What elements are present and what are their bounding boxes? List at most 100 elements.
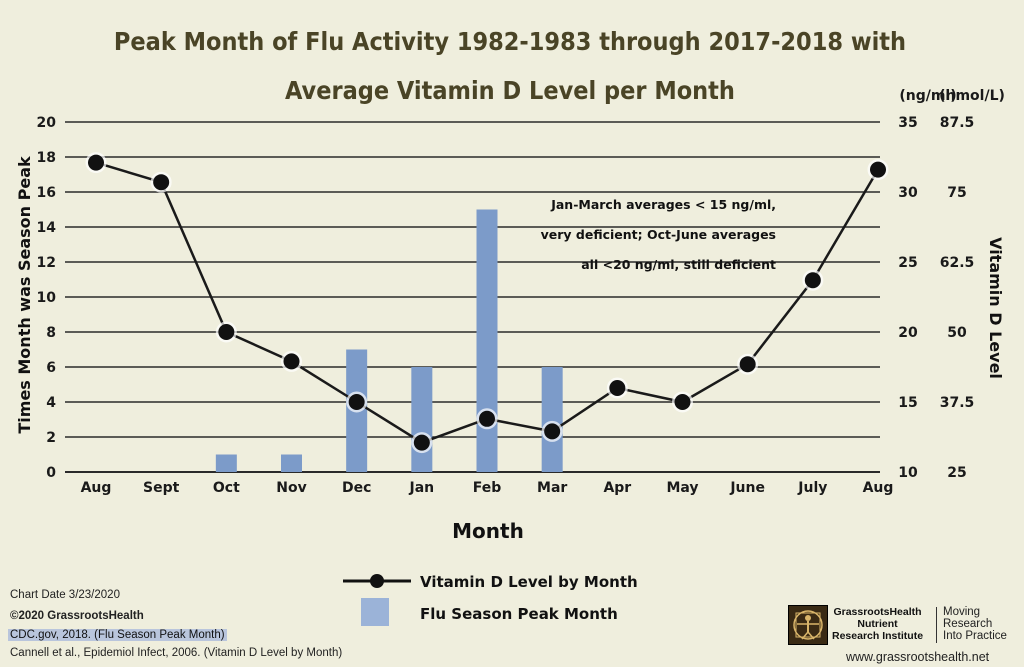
bar [215, 454, 237, 472]
source-cannell: Cannell et al., Epidemiol Infect, 2006. … [10, 647, 343, 659]
legend-label-vitamin-d: Vitamin D Level by Month [420, 573, 638, 591]
left-tick-label: 10 [37, 290, 57, 306]
annotation-line-2: very deficient; Oct-June averages [541, 227, 776, 242]
data-point [153, 174, 170, 191]
right-tick-nmol: 75 [947, 185, 966, 201]
x-tick-label: Sept [143, 480, 180, 496]
bar [541, 367, 563, 472]
chart-title-line2: Average Vitamin D Level per Month [285, 76, 735, 105]
right-tick-nmol: 87.5 [940, 115, 975, 131]
left-tick-label: 16 [37, 185, 56, 201]
x-tick-label: Oct [213, 480, 240, 496]
data-point [348, 394, 365, 410]
legend: Vitamin D Level by Month Flu Season Peak… [343, 573, 638, 626]
logo-divider [936, 607, 937, 643]
point-halo [802, 269, 824, 291]
right-tick-nmol: 62.5 [940, 255, 975, 271]
right-unit-ngml: (ng/ml) [899, 88, 956, 104]
logo-line-1: GrassrootsHealth [833, 606, 922, 618]
left-tick-label: 4 [46, 395, 56, 411]
right-tick-ngml: 30 [898, 185, 918, 201]
right-axis-ticks: 10 25 15 37.5 20 50 25 62.5 30 75 35 87.5 [898, 115, 974, 481]
right-tick-ngml: 10 [898, 465, 918, 481]
left-tick-label: 0 [46, 465, 56, 481]
x-tick-label: Mar [537, 480, 567, 496]
tagline-line-2: Research [943, 618, 993, 630]
right-tick-nmol: 25 [947, 465, 966, 481]
website-link[interactable]: www.grassrootshealth.net [846, 650, 990, 664]
point-halo [672, 391, 693, 413]
tagline-line-3: Into Practice [943, 630, 1007, 642]
data-point [870, 161, 886, 178]
left-axis-ticks: 0 2 4 6 8 10 12 14 16 18 20 [37, 115, 57, 481]
chart-date: Chart Date 3/23/2020 [10, 589, 120, 601]
x-tick-label: Apr [603, 480, 631, 496]
gridlines [65, 121, 880, 473]
point-halo [411, 432, 433, 454]
data-point [609, 380, 626, 396]
copyright: ©2020 GrassrootsHealth [10, 610, 144, 622]
x-tick-label: Nov [276, 480, 306, 496]
left-tick-label: 14 [37, 220, 57, 236]
tagline: Moving Research Into Practice [943, 606, 1007, 642]
data-point [88, 154, 104, 171]
left-tick-label: 12 [37, 255, 56, 271]
left-tick-label: 6 [46, 360, 56, 376]
point-halo [541, 420, 563, 442]
x-tick-label: Jan [409, 480, 435, 496]
data-point [283, 353, 300, 370]
point-halo [150, 171, 172, 193]
x-axis-ticks: Aug Sept Oct Nov Dec Jan Feb Mar Apr May June July A… [81, 480, 894, 496]
source-cdc: CDC.gov, 2018. (Flu Season Peak Month) [8, 629, 227, 641]
y-axis-label-left: Times Month was Season Peak [15, 156, 34, 434]
bar [476, 209, 498, 472]
logo-text: GrassrootsHealth Nutrient Research Insti… [832, 606, 923, 642]
bar [281, 454, 302, 472]
data-point [413, 434, 430, 451]
bar [411, 367, 433, 472]
point-halo [346, 391, 368, 413]
legend-marker-swatch [370, 574, 384, 588]
data-point [804, 272, 821, 289]
x-tick-label: Aug [863, 480, 894, 496]
left-tick-label: 8 [46, 325, 56, 341]
point-halo [85, 152, 107, 174]
line-series [85, 152, 889, 454]
data-point [674, 394, 691, 410]
point-halo [606, 377, 628, 399]
left-tick-label: 18 [37, 150, 56, 166]
y-axis-label-right: Vitamin D Level [986, 237, 1005, 379]
right-tick-ngml: 25 [898, 255, 917, 271]
point-halo [737, 353, 759, 375]
right-unit-nmol: (nmol/L) [939, 88, 1005, 104]
right-tick-ngml: 15 [898, 395, 917, 411]
logo-line-3: Research Institute [832, 630, 924, 642]
annotation-line-3: all <20 ng/ml, still deficient [581, 257, 776, 272]
data-point [739, 356, 756, 373]
x-tick-label: June [729, 480, 765, 496]
data-point [479, 410, 495, 427]
left-tick-label: 20 [37, 115, 57, 131]
tagline-line-1: Moving [943, 606, 981, 618]
data-point [544, 423, 561, 440]
right-tick-ngml: 35 [898, 115, 917, 131]
point-halo [215, 321, 237, 343]
right-tick-nmol: 50 [947, 325, 967, 341]
x-tick-label: July [797, 480, 827, 496]
x-tick-label: Feb [473, 480, 502, 496]
logo-icon [788, 605, 828, 645]
chart-title-line1: Peak Month of Flu Activity 1982-1983 thr… [114, 27, 906, 56]
x-axis-label: Month [452, 519, 524, 543]
x-tick-label: May [666, 480, 698, 496]
annotation-line-1: Jan-March averages < 15 ng/ml, [550, 197, 776, 212]
right-tick-ngml: 20 [898, 325, 918, 341]
legend-label-flu: Flu Season Peak Month [420, 605, 618, 623]
data-point [218, 324, 235, 340]
x-tick-label: Dec [342, 480, 371, 496]
point-halo [281, 350, 302, 372]
point-halo [867, 159, 889, 181]
x-tick-label: Aug [81, 480, 112, 496]
logo-line-2: Nutrient [857, 618, 898, 630]
point-halo [476, 408, 498, 430]
